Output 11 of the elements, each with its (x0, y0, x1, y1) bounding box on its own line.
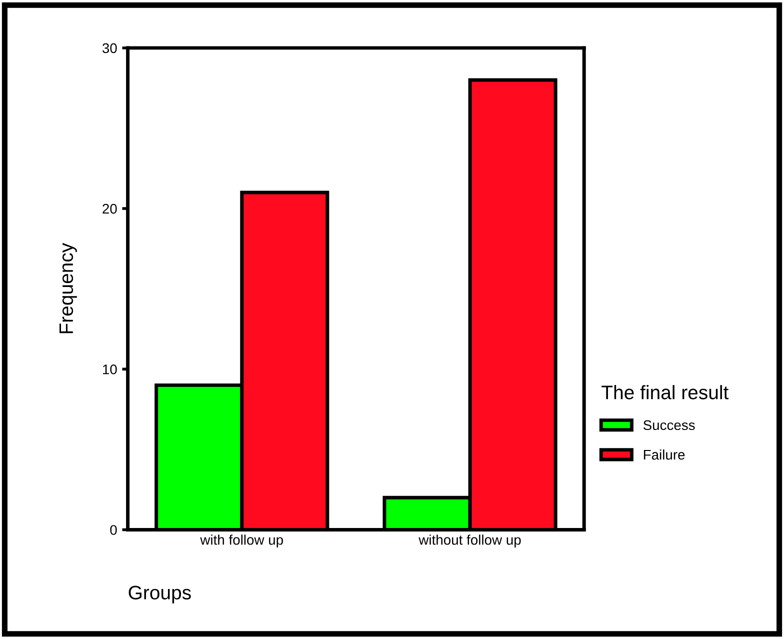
x-axis-title: Groups (128, 586, 191, 604)
legend-label: Failure (644, 449, 685, 460)
y-axis-title: Frequency (60, 242, 77, 334)
y-tick-label: 10 (102, 364, 117, 374)
y-tick-label: 0 (110, 525, 117, 535)
y-tick-label: 30 (102, 43, 117, 54)
x-tick-label: without follow up (418, 534, 521, 548)
legend-title: The final result (602, 385, 729, 400)
y-tick-label: 20 (102, 204, 117, 214)
legend-label: Success (643, 420, 695, 430)
x-tick-label: with follow up (200, 534, 283, 548)
